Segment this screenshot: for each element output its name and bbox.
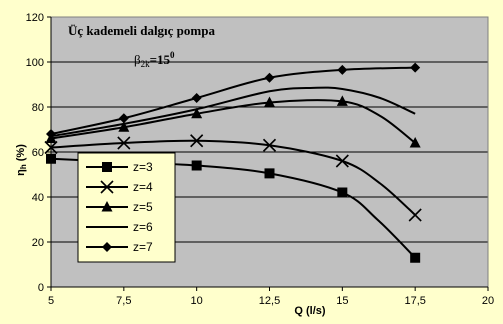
legend-label-z5: z=5 [133, 200, 153, 214]
y-tick-label: 0 [38, 282, 44, 294]
legend-label-z3: z=3 [133, 160, 153, 174]
legend-item-z3: z=3 [86, 160, 153, 174]
data-point-z7 [118, 113, 129, 124]
series-line-z6 [50, 86, 416, 138]
legend-label-z6: z=6 [133, 220, 153, 234]
y-axis-title: ηh (%) [15, 144, 28, 176]
legend-marker-z4 [100, 180, 114, 194]
y-axis-symbol: η [15, 169, 27, 176]
data-point-z3 [410, 252, 421, 263]
x-tick-label: 7,5 [116, 295, 131, 307]
data-point-z7 [191, 93, 202, 103]
data-point-z4 [117, 136, 131, 150]
data-point-z3 [337, 187, 348, 198]
legend-item-z5: z=5 [86, 200, 153, 214]
data-point-z3 [264, 168, 275, 179]
series-z4 [44, 134, 422, 222]
x-tick-label: 20 [482, 295, 494, 307]
data-point-z5 [118, 121, 130, 132]
legend-marker-z3 [102, 162, 112, 172]
beta-superscript: 0 [170, 50, 175, 60]
data-point-z7 [264, 72, 275, 83]
x-tick-label: 17,5 [404, 295, 425, 307]
series-line-z7 [50, 66, 416, 135]
legend-item-z6: z=6 [86, 220, 153, 234]
data-point-z3 [191, 160, 202, 171]
legend-marker-z7 [102, 242, 112, 252]
x-tick-labels: 5 7,5 10 12,5 15 17,5 20 [48, 287, 494, 307]
data-point-z5 [264, 96, 275, 107]
series-z5 [45, 95, 421, 148]
legend-marker-z5 [101, 201, 113, 212]
beta-subscript: 2k [141, 59, 151, 69]
x-tick-label: 12,5 [259, 295, 280, 307]
legend-item-z4: z=4 [86, 180, 153, 194]
data-point-z7 [410, 62, 421, 73]
legend-label-z4: z=4 [133, 180, 153, 194]
beta-value: =15 [150, 52, 171, 67]
data-point-z4 [408, 208, 422, 222]
series-z7 [46, 62, 421, 139]
data-point-z7 [337, 64, 348, 75]
legend: z=3 z=4 z=5 z=6 z=7 [77, 152, 176, 263]
beta-symbol: β [134, 52, 141, 67]
legend-label-z7: z=7 [133, 240, 153, 254]
data-point-z4 [190, 134, 204, 148]
y-tick-label: 120 [26, 12, 44, 24]
y-tick-label: 100 [26, 57, 44, 69]
y-tick-label: 80 [32, 102, 44, 114]
y-tick-label: 20 [32, 237, 44, 249]
data-point-z5 [191, 107, 203, 119]
x-tick-label: 15 [336, 295, 348, 307]
data-point-z4 [44, 140, 58, 155]
data-point-z5 [336, 95, 348, 106]
data-point-z4 [335, 154, 349, 168]
y-tick-label: 40 [32, 192, 44, 204]
data-point-z3 [46, 153, 56, 164]
data-point-z4 [262, 138, 277, 152]
x-axis-title: Q (l/s) [294, 305, 326, 317]
data-point-z5 [409, 137, 421, 148]
x-tick-label: 5 [48, 295, 54, 307]
y-tick-label: 60 [32, 147, 44, 159]
y-axis-subscript: h [19, 164, 28, 169]
y-tick-labels: 0 20 40 60 80 100 120 [26, 12, 51, 294]
legend-item-z7: z=7 [86, 240, 153, 254]
chart-title: Üç kademeli dalgıç pompa [68, 23, 215, 38]
data-point-z7 [46, 129, 56, 139]
series-group [44, 62, 422, 263]
series-z6 [50, 86, 416, 138]
beta-annotation: β2k=150 [134, 50, 175, 69]
x-tick-label: 10 [191, 295, 203, 307]
y-axis-unit: (%) [15, 144, 27, 161]
